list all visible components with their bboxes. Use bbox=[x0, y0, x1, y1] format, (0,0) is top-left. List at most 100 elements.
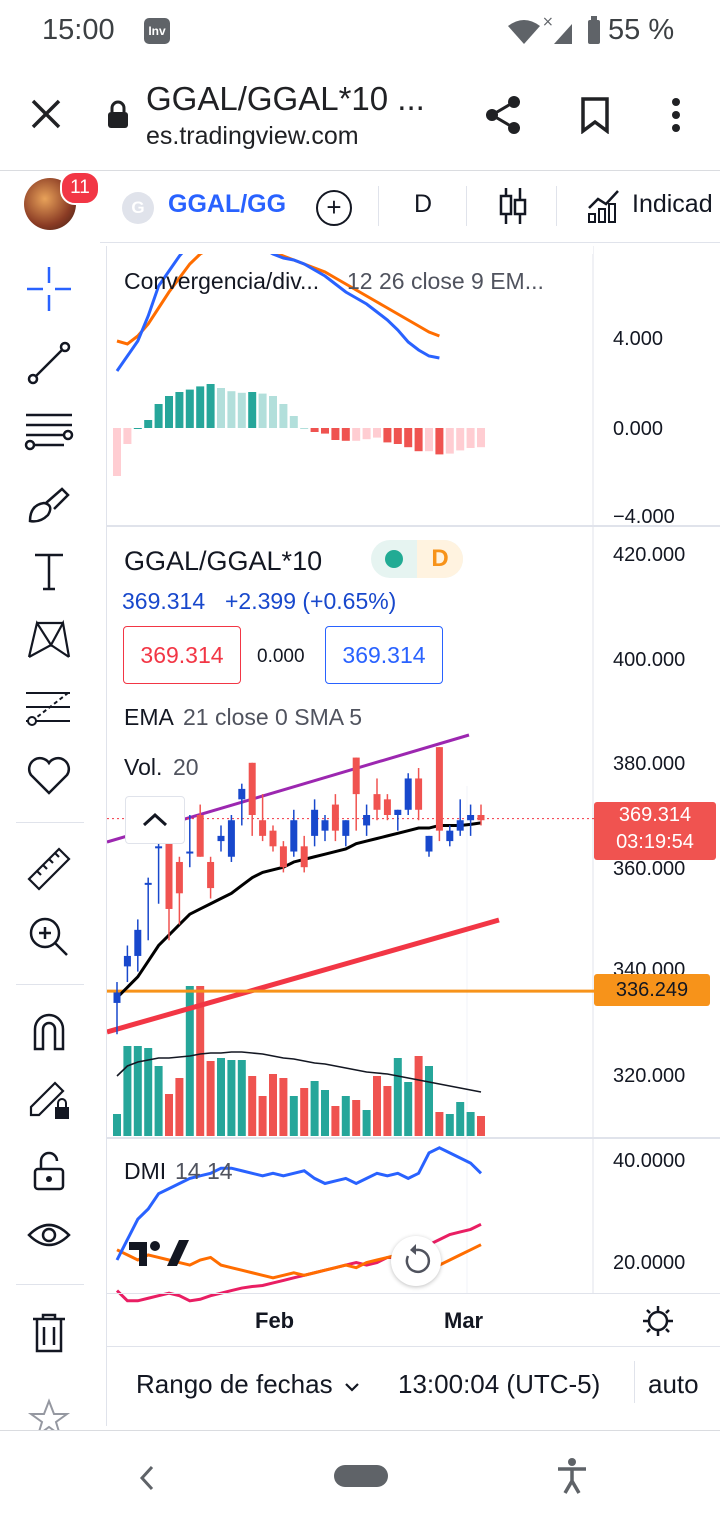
page-url[interactable]: es.tradingview.com bbox=[146, 122, 359, 150]
macd-histogram-bar bbox=[133, 428, 142, 429]
hide-drawings-eye-icon[interactable] bbox=[22, 1210, 76, 1264]
candle-body bbox=[175, 861, 183, 894]
volume-bar bbox=[206, 1061, 215, 1136]
dmi-name[interactable]: DMI bbox=[124, 1158, 167, 1184]
volume-bar bbox=[321, 1090, 329, 1136]
macd-histogram-bar bbox=[300, 428, 309, 429]
chevron-up-icon bbox=[142, 812, 168, 827]
candle-body bbox=[227, 820, 235, 857]
macd-histogram-bar bbox=[414, 428, 423, 452]
brush-icon[interactable] bbox=[22, 476, 76, 530]
macd-histogram-bar bbox=[310, 428, 319, 432]
candle-body bbox=[425, 835, 433, 852]
sell-button[interactable]: 369.314 bbox=[123, 626, 241, 684]
chart-canvas[interactable] bbox=[107, 246, 720, 1346]
macd-tick: −4.000 bbox=[613, 506, 675, 528]
crosshair-icon[interactable] bbox=[22, 262, 76, 316]
candle-body bbox=[269, 830, 277, 847]
indicators-icon[interactable] bbox=[586, 188, 622, 224]
zoom-in-icon[interactable] bbox=[22, 910, 76, 964]
star-icon[interactable] bbox=[22, 1392, 76, 1446]
collapse-legend-button[interactable] bbox=[125, 796, 185, 844]
buy-button[interactable]: 369.314 bbox=[325, 626, 443, 684]
volume-bar bbox=[393, 1058, 402, 1136]
cell-signal-icon bbox=[554, 24, 572, 44]
trash-icon[interactable] bbox=[22, 1306, 76, 1360]
macd-histogram-bar bbox=[248, 392, 257, 428]
macd-tick: 0.000 bbox=[613, 418, 664, 440]
chevron-down-icon[interactable] bbox=[342, 1377, 362, 1397]
main-symbol[interactable]: GGAL/GGAL*10 bbox=[124, 546, 323, 576]
prediction-tool-icon[interactable] bbox=[22, 680, 76, 734]
share-icon[interactable] bbox=[484, 94, 524, 136]
macd-histogram-bar bbox=[456, 428, 465, 451]
candle-body bbox=[134, 929, 142, 956]
trend-line-icon[interactable] bbox=[22, 336, 76, 390]
volume-bar bbox=[185, 986, 194, 1136]
candle-body bbox=[165, 835, 173, 909]
macd-name[interactable]: Convergencia/div... bbox=[124, 268, 320, 294]
candles-chart-type-icon[interactable] bbox=[498, 186, 528, 226]
date-range-button[interactable]: Rango de fechas bbox=[136, 1369, 333, 1399]
close-icon[interactable] bbox=[28, 96, 64, 132]
favorites-heart-icon[interactable] bbox=[22, 748, 76, 802]
macd-histogram-bar bbox=[341, 428, 350, 441]
divider bbox=[556, 186, 557, 226]
volume-name[interactable]: Vol. bbox=[124, 754, 163, 780]
lock-drawings-icon[interactable] bbox=[22, 1072, 76, 1126]
macd-histogram-bar bbox=[227, 391, 236, 428]
macd-histogram-bar bbox=[165, 396, 173, 428]
plus-di-line bbox=[115, 1146, 483, 1261]
reset-chart-button[interactable] bbox=[391, 1236, 441, 1286]
macd-histogram-bar bbox=[425, 428, 433, 452]
ema-name[interactable]: EMA bbox=[124, 704, 174, 730]
horizontal-line-label[interactable]: 336.249 bbox=[594, 974, 710, 1006]
unlock-icon[interactable] bbox=[22, 1144, 76, 1198]
volume-bar bbox=[445, 1114, 454, 1136]
interval-button[interactable]: D bbox=[414, 190, 433, 218]
candle-body bbox=[373, 794, 381, 810]
candle-body bbox=[186, 851, 194, 854]
home-pill[interactable] bbox=[334, 1465, 388, 1487]
macd-histogram-bar bbox=[331, 428, 340, 440]
volume-bar bbox=[279, 1078, 288, 1136]
candle-body bbox=[155, 846, 163, 849]
auto-scale-button[interactable]: auto bbox=[648, 1369, 699, 1399]
bookmark-icon[interactable] bbox=[580, 96, 610, 134]
macd-line bbox=[115, 246, 440, 372]
ruler-icon[interactable] bbox=[22, 842, 76, 896]
notification-badge: 11 bbox=[60, 171, 100, 205]
macd-histogram-bar bbox=[289, 416, 298, 428]
volume-bar bbox=[425, 1066, 433, 1136]
symbol-search-button[interactable]: GGAL/GG bbox=[168, 190, 287, 218]
market-status-pill[interactable]: D bbox=[371, 540, 463, 578]
volume-bar bbox=[165, 1094, 173, 1136]
magnet-icon[interactable] bbox=[22, 1004, 76, 1058]
volume-bar bbox=[383, 1086, 392, 1136]
pattern-tool-icon[interactable] bbox=[22, 612, 76, 666]
timezone-clock[interactable]: 13:00:04 (UTC-5) bbox=[398, 1369, 601, 1399]
wifi-icon bbox=[508, 20, 540, 44]
drawing-toolbar bbox=[0, 242, 100, 1438]
tradingview-logo-icon bbox=[129, 1240, 189, 1266]
macd-params: 12 26 close 9 EM... bbox=[347, 268, 544, 294]
macd-histogram-bar bbox=[206, 384, 215, 428]
volume-bar bbox=[300, 1088, 309, 1136]
candle-body bbox=[144, 882, 152, 885]
macd-histogram-bar bbox=[404, 428, 413, 448]
fib-retracement-icon[interactable] bbox=[22, 404, 76, 458]
status-bar: 15:00 Inv × 55 % bbox=[0, 0, 720, 64]
indicators-button[interactable]: Indicad bbox=[632, 190, 713, 218]
bar-countdown: 03:19:54 bbox=[616, 831, 694, 853]
more-menu-icon[interactable] bbox=[666, 96, 686, 136]
compare-add-icon[interactable]: + bbox=[316, 190, 352, 226]
last-price: 369.314 bbox=[122, 588, 206, 614]
back-icon[interactable] bbox=[136, 1463, 158, 1493]
macd-histogram-bar bbox=[321, 428, 329, 434]
accessibility-icon[interactable] bbox=[556, 1457, 588, 1495]
page-title[interactable]: GGAL/GGAL*10 ... bbox=[146, 80, 425, 117]
text-tool-icon[interactable] bbox=[22, 544, 76, 598]
chart-area[interactable]: Convergencia/div... 12 26 close 9 EM... … bbox=[106, 246, 720, 1426]
chart-settings-gear-icon[interactable] bbox=[641, 1304, 675, 1338]
candle-body bbox=[300, 846, 308, 868]
